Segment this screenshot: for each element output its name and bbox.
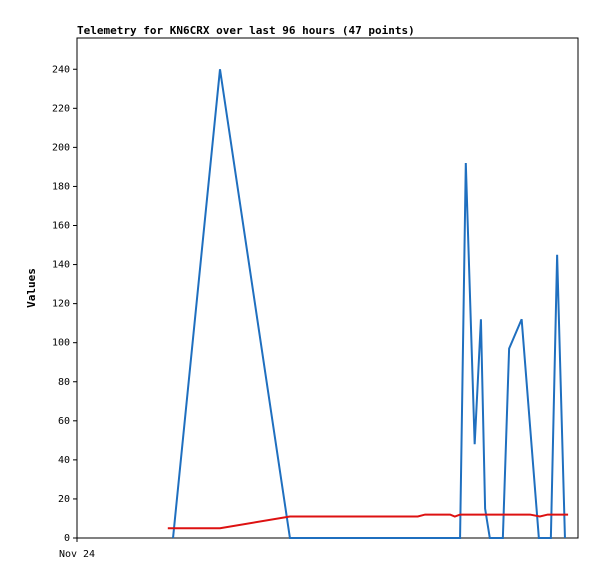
y-tick-label: 40 (58, 455, 70, 466)
y-tick-label: 140 (52, 260, 70, 271)
y-tick-label: 200 (52, 142, 70, 153)
y-tick-label: 0 (64, 533, 70, 544)
y-axis-label: Values (25, 268, 38, 308)
series-line (172, 69, 566, 539)
y-tick-label: 20 (58, 494, 70, 505)
plot-frame (76, 37, 579, 539)
y-tick-label: 240 (52, 64, 70, 75)
y-tick-label: 160 (52, 221, 70, 232)
chart-title: Telemetry for KN6CRX over last 96 hours … (77, 24, 415, 37)
y-tick-label: 80 (58, 377, 70, 388)
y-tick-label: 180 (52, 181, 70, 192)
y-tick-label: 100 (52, 338, 70, 349)
y-tick-label: 120 (52, 299, 70, 310)
x-tick-label: Nov 24 (59, 549, 95, 560)
y-tick-label: 220 (52, 103, 70, 114)
y-tick-label: 60 (58, 416, 70, 427)
series-line (167, 513, 569, 530)
